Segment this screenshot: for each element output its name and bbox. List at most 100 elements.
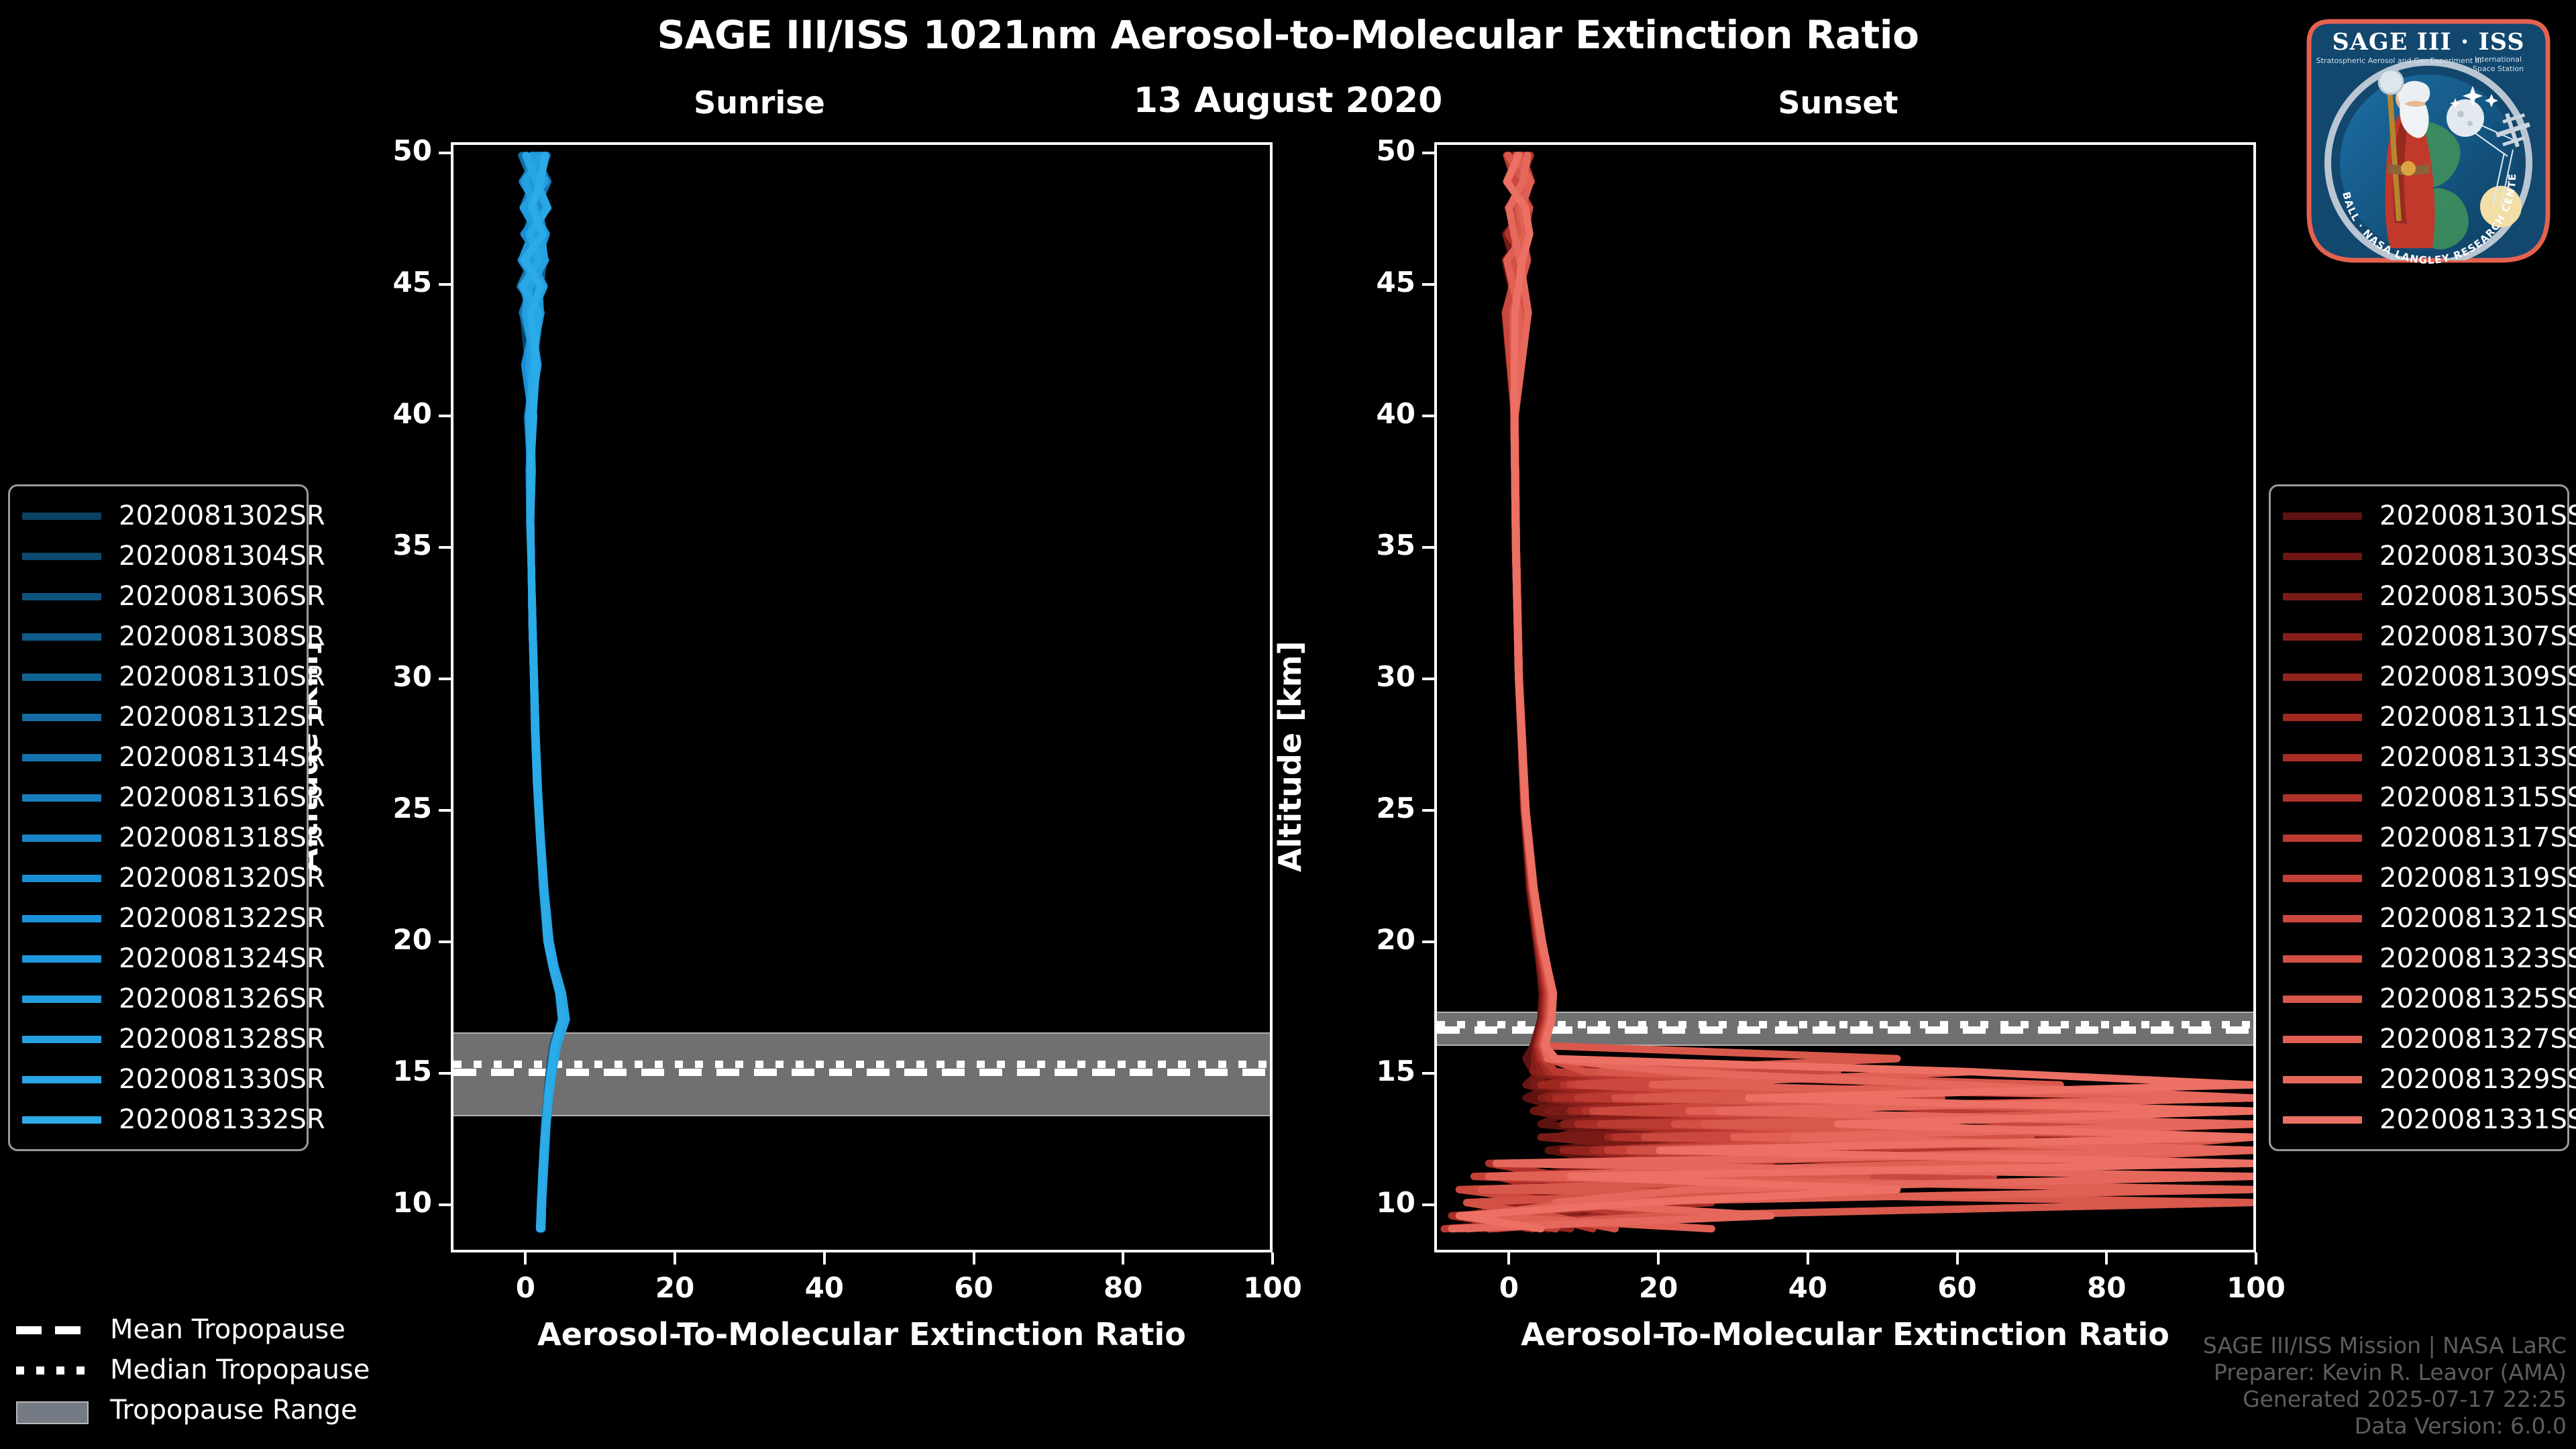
legend-sunset-item[interactable]: 2020081313SS bbox=[2283, 737, 2576, 777]
legend-sunset-item[interactable]: 2020081321SS bbox=[2283, 898, 2576, 938]
y-tick-label-sr-50: 50 bbox=[392, 133, 432, 167]
line-swatch-icon bbox=[2283, 592, 2362, 600]
svg-text:International: International bbox=[2475, 55, 2522, 64]
legend-sunset-item[interactable]: 2020081301SS bbox=[2283, 496, 2576, 536]
legend-sunset-item[interactable]: 2020081305SS bbox=[2283, 576, 2576, 616]
y-tick-mark-sr-25 bbox=[439, 809, 451, 812]
sage-iii-iss-logo-icon: SAGE III · ISS Stratospheric Aerosol and… bbox=[2295, 3, 2557, 270]
legend-tropopause: Mean Tropopause Median Tropopause Tropop… bbox=[13, 1309, 370, 1430]
legend-sunset-item[interactable]: 2020081319SS bbox=[2283, 858, 2576, 898]
plot-inner-sunrise bbox=[453, 145, 1270, 1250]
legend-sunset-label: 2020081301SS bbox=[2379, 500, 2576, 531]
legend-label-mean-tropopause: Mean Tropopause bbox=[110, 1314, 345, 1345]
legend-sunrise-item[interactable]: 2020081322SR bbox=[22, 898, 325, 938]
mean-tropopause-line-sunrise bbox=[453, 1068, 1270, 1076]
x-tick-mark-sr-80 bbox=[1122, 1252, 1125, 1265]
line-swatch-icon bbox=[2283, 1075, 2362, 1083]
legend-sunset-item[interactable]: 2020081311SS bbox=[2283, 697, 2576, 737]
legend-label-tropopause-range: Tropopause Range bbox=[110, 1395, 358, 1426]
line-swatch-icon bbox=[22, 1035, 101, 1043]
legend-sunrise-item[interactable]: 2020081318SR bbox=[22, 818, 325, 858]
y-tick-mark-ss-15 bbox=[1422, 1072, 1434, 1075]
legend-sunset-item[interactable]: 2020081303SS bbox=[2283, 536, 2576, 576]
plot-area-sunset bbox=[1434, 142, 2256, 1252]
legend-sunset-label: 2020081319SS bbox=[2379, 863, 2576, 894]
legend-sunset-label: 2020081327SS bbox=[2379, 1024, 2576, 1055]
y-tick-label-ss-10: 10 bbox=[1376, 1186, 1415, 1220]
legend-sunset-item[interactable]: 2020081309SS bbox=[2283, 657, 2576, 697]
line-swatch-icon bbox=[2283, 633, 2362, 641]
legend-sunrise-item[interactable]: 2020081310SR bbox=[22, 657, 325, 697]
credits-block: SAGE III/ISS Mission | NASA LaRC Prepare… bbox=[2203, 1332, 2567, 1440]
legend-sunrise-item[interactable]: 2020081332SR bbox=[22, 1099, 325, 1140]
y-tick-label-ss-20: 20 bbox=[1376, 923, 1415, 957]
date-subtitle: 13 August 2020 bbox=[1133, 80, 1443, 121]
line-swatch-icon bbox=[2283, 673, 2362, 681]
line-swatch-icon bbox=[2283, 834, 2362, 842]
panel-title-sunset: Sunset bbox=[1778, 85, 1898, 121]
line-swatch-icon bbox=[22, 592, 101, 600]
x-tick-mark-ss-100 bbox=[2255, 1252, 2257, 1265]
line-swatch-icon bbox=[22, 512, 101, 520]
legend-sunrise-label: 2020081312SR bbox=[119, 702, 325, 733]
legend-sunrise-item[interactable]: 2020081308SR bbox=[22, 616, 325, 657]
x-tick-mark-ss-80 bbox=[2105, 1252, 2108, 1265]
legend-sunrise-item[interactable]: 2020081326SR bbox=[22, 979, 325, 1019]
legend-sunset-label: 2020081307SS bbox=[2379, 621, 2576, 652]
legend-sunset-item[interactable]: 2020081329SS bbox=[2283, 1059, 2576, 1099]
legend-sunset-item[interactable]: 2020081327SS bbox=[2283, 1019, 2576, 1059]
credit-preparer: Preparer: Kevin R. Leavor (AMA) bbox=[2214, 1359, 2567, 1385]
series-line bbox=[1459, 156, 2253, 1229]
legend-sunset-item[interactable]: 2020081323SS bbox=[2283, 938, 2576, 979]
legend-sunset-item[interactable]: 2020081317SS bbox=[2283, 818, 2576, 858]
page-title: SAGE III/ISS 1021nm Aerosol-to-Molecular… bbox=[657, 12, 1919, 58]
legend-sunrise-item[interactable]: 2020081312SR bbox=[22, 697, 325, 737]
legend-sunset-label: 2020081303SS bbox=[2379, 541, 2576, 572]
legend-sunrise-item[interactable]: 2020081314SR bbox=[22, 737, 325, 777]
y-tick-label-ss-45: 45 bbox=[1376, 265, 1415, 299]
y-tick-label-sr-40: 40 bbox=[392, 396, 432, 430]
line-swatch-icon bbox=[22, 633, 101, 641]
y-tick-mark-ss-35 bbox=[1422, 545, 1434, 549]
median-tropopause-line-sunrise bbox=[453, 1060, 1270, 1068]
legend-sunrise-item[interactable]: 2020081304SR bbox=[22, 536, 325, 576]
band-swatch-icon bbox=[13, 1401, 93, 1424]
legend-sunset-item[interactable]: 2020081307SS bbox=[2283, 616, 2576, 657]
y-tick-label-sr-10: 10 bbox=[392, 1186, 432, 1220]
legend-sunset-item[interactable]: 2020081315SS bbox=[2283, 777, 2576, 818]
legend-sunrise-label: 2020081328SR bbox=[119, 1024, 325, 1055]
y-tick-mark-sr-15 bbox=[439, 1072, 451, 1075]
x-tick-label-sr-0: 0 bbox=[515, 1271, 535, 1304]
y-tick-mark-sr-30 bbox=[439, 678, 451, 681]
y-tick-mark-ss-50 bbox=[1422, 151, 1434, 154]
legend-sunset[interactable]: 2020081301SS 2020081303SS 2020081305SS 2020… bbox=[2269, 484, 2576, 1151]
dashed-line-icon bbox=[13, 1322, 93, 1337]
x-tick-label-sr-40: 40 bbox=[804, 1271, 845, 1304]
legend-sunset-item[interactable]: 2020081331SS bbox=[2283, 1099, 2576, 1140]
legend-sunset-item[interactable]: 2020081325SS bbox=[2283, 979, 2576, 1019]
legend-sunrise-item[interactable]: 2020081302SR bbox=[22, 496, 325, 536]
legend-sunrise-item[interactable]: 2020081324SR bbox=[22, 938, 325, 979]
legend-sunrise-item[interactable]: 2020081328SR bbox=[22, 1019, 325, 1059]
svg-text:Stratospheric Aerosol and Gas: Stratospheric Aerosol and Gas Experiment… bbox=[2316, 56, 2482, 65]
legend-sunrise[interactable]: 2020081302SR 2020081304SR 2020081306SR 2020… bbox=[8, 484, 325, 1151]
x-tick-mark-ss-60 bbox=[1955, 1252, 1959, 1265]
line-swatch-icon bbox=[2283, 955, 2362, 963]
legend-sunrise-item[interactable]: 2020081306SR bbox=[22, 576, 325, 616]
line-swatch-icon bbox=[22, 834, 101, 842]
credit-data-version: Data Version: 6.0.0 bbox=[2354, 1413, 2567, 1439]
line-swatch-icon bbox=[2283, 1116, 2362, 1124]
y-tick-mark-ss-10 bbox=[1422, 1203, 1434, 1207]
legend-sunset-label: 2020081315SS bbox=[2379, 782, 2576, 813]
x-tick-label-sr-100: 100 bbox=[1243, 1271, 1302, 1304]
legend-sunrise-item[interactable]: 2020081330SR bbox=[22, 1059, 325, 1099]
dotted-line-icon bbox=[13, 1362, 93, 1377]
legend-sunrise-item[interactable]: 2020081320SR bbox=[22, 858, 325, 898]
legend-sunrise-item[interactable]: 2020081316SR bbox=[22, 777, 325, 818]
y-tick-mark-sr-10 bbox=[439, 1203, 451, 1207]
mean-tropopause-line-sunset bbox=[1437, 1026, 2253, 1034]
y-tick-mark-ss-30 bbox=[1422, 678, 1434, 681]
series-line bbox=[524, 156, 561, 1229]
line-swatch-icon bbox=[2283, 512, 2362, 520]
line-swatch-icon bbox=[22, 914, 101, 922]
